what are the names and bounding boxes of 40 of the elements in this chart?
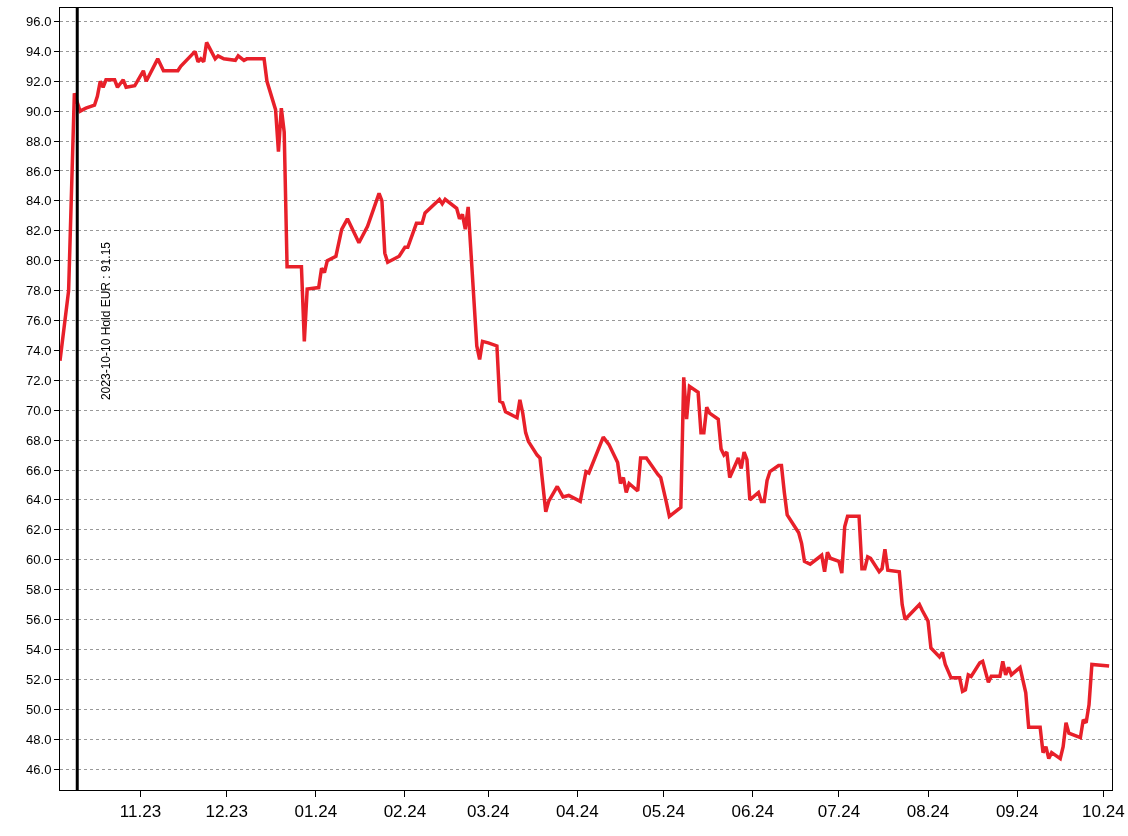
y-tick-label: 96.0 [26,14,52,30]
x-tick-label: 10.24 [1082,802,1125,822]
y-tick-label: 80.0 [26,253,52,269]
x-tick-label: 01.24 [294,802,338,822]
y-tick-label: 64.0 [26,492,52,508]
y-tick-label: 82.0 [26,223,52,239]
x-tick-label: 12.23 [205,802,248,822]
y-tick-label: 76.0 [26,313,52,329]
y-tick-label: 60.0 [26,552,52,568]
x-tick-label: 06.24 [731,802,774,822]
y-tick-label: 50.0 [26,701,52,717]
y-tick-label: 86.0 [26,163,52,179]
x-tick-label: 04.24 [556,802,599,822]
x-tick-label: 08.24 [906,802,950,822]
y-tick-label: 78.0 [26,283,52,299]
y-tick-label: 68.0 [26,432,52,448]
x-tick-label: 02.24 [383,802,427,822]
y-tick-label: 90.0 [26,103,52,119]
y-tick-label: 54.0 [26,642,52,657]
line-series [60,40,1111,761]
x-tick-label: 11.23 [119,802,162,822]
x-tick-label: 03.24 [467,802,510,822]
x-tick-label: 09.24 [995,802,1039,822]
y-tick-label: 74.0 [26,342,52,358]
y-tick-label: 52.0 [26,671,52,687]
y-tick-label: 56.0 [26,612,52,628]
y-tick-label: 62.0 [26,522,52,538]
x-tick-label: 07.24 [817,802,861,822]
y-tick-label: 46.0 [26,761,52,777]
ref-line-label: 2023-10-10 Hold EUR : 91.15 [99,241,114,401]
y-tick-label: 72.0 [26,372,52,388]
y-tick-label: 48.0 [26,731,52,747]
x-tick-label: 05.24 [642,802,685,822]
y-tick-label: 88.0 [26,133,52,149]
y-tick-label: 70.0 [26,402,52,418]
y-tick-label: 84.0 [26,193,52,209]
y-tick-label: 66.0 [26,462,52,478]
y-tick-label: 92.0 [26,73,52,89]
y-tick-label: 58.0 [26,582,52,598]
y-tick-label: 94.0 [26,43,52,59]
